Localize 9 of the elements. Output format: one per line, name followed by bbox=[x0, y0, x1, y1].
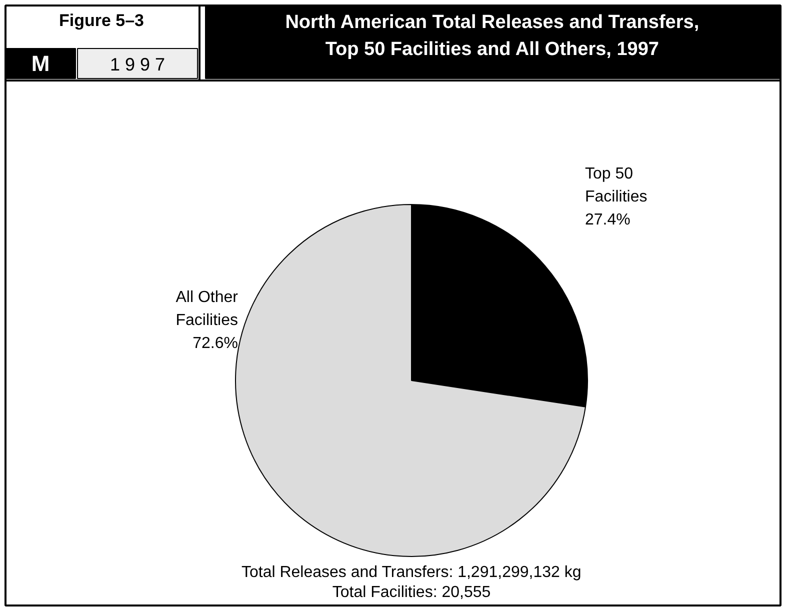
text: 1 9 9 7 bbox=[110, 54, 166, 74]
slice-label: All Other Facilities bbox=[176, 288, 239, 329]
text: M bbox=[31, 51, 50, 76]
text: Total Releases and Transfers: 1,291,299,132 kg Total Facilities: 20,555 bbox=[241, 564, 582, 601]
caption: Figure 5–3 bbox=[58, 11, 144, 30]
slice-label: Top 50 Facilities bbox=[585, 165, 648, 206]
data-label: 72.6% bbox=[192, 334, 238, 352]
data-label: 27.4% bbox=[585, 211, 630, 228]
chart-title: North American Total Releases and Transfers, Top 50 Facilities and All Others, 1997 bbox=[285, 12, 700, 60]
